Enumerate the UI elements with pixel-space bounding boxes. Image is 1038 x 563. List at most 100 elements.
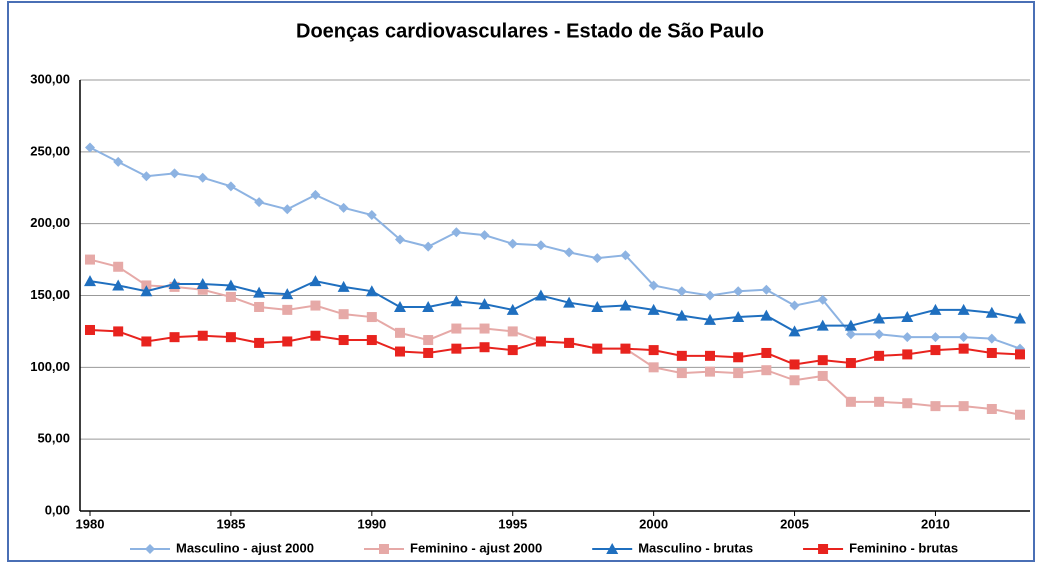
- y-tick-label: 100,00: [30, 359, 70, 374]
- point: [394, 300, 406, 312]
- point: [338, 309, 349, 320]
- point: [169, 332, 180, 343]
- point: [592, 343, 603, 354]
- point: [451, 343, 462, 354]
- point: [844, 319, 857, 331]
- point: [140, 285, 153, 297]
- point: [733, 352, 744, 363]
- point: [789, 300, 800, 311]
- point: [620, 343, 631, 354]
- point: [704, 313, 716, 325]
- point: [366, 335, 377, 346]
- point: [761, 365, 772, 376]
- chart-title: Doenças cardiovasculares - Estado de São…: [296, 20, 764, 42]
- series-line: [89, 146, 1021, 350]
- point: [85, 142, 95, 153]
- point: [1015, 409, 1025, 420]
- x-tick-label: 2010: [921, 516, 950, 531]
- point: [310, 330, 321, 341]
- point: [930, 332, 941, 343]
- legend-label: Feminino - brutas: [849, 540, 958, 555]
- y-tick-label: 300,00: [30, 71, 70, 86]
- y-tick-label: 150,00: [30, 287, 70, 302]
- point: [310, 300, 321, 311]
- point: [254, 337, 265, 348]
- point: [281, 288, 294, 300]
- point: [733, 286, 744, 297]
- point: [789, 359, 800, 370]
- point: [366, 210, 377, 221]
- point: [535, 336, 546, 347]
- point: [423, 347, 434, 358]
- point: [197, 330, 208, 341]
- point: [395, 346, 405, 357]
- point: [817, 355, 828, 366]
- x-tick-label: 1980: [76, 516, 105, 531]
- point: [197, 172, 208, 183]
- point: [901, 311, 914, 323]
- point: [817, 370, 828, 381]
- point: [450, 295, 463, 307]
- point: [365, 285, 378, 297]
- point: [1014, 312, 1026, 324]
- y-tick-label: 50,00: [37, 431, 70, 446]
- point: [845, 358, 856, 369]
- point: [676, 286, 687, 297]
- point: [338, 335, 349, 346]
- x-tick-label: 2000: [639, 516, 668, 531]
- x-tick-label: 1995: [498, 516, 527, 531]
- y-tick-label: 0,00: [45, 502, 70, 517]
- point: [141, 336, 152, 347]
- point: [197, 284, 208, 295]
- point: [282, 304, 293, 315]
- point: [169, 168, 180, 179]
- point: [451, 227, 462, 238]
- point: [760, 309, 773, 321]
- point: [620, 250, 631, 261]
- point: [592, 253, 603, 264]
- legend-label: Masculino - ajust 2000: [176, 540, 314, 555]
- point: [534, 289, 547, 301]
- point: [930, 345, 941, 356]
- point: [705, 366, 715, 377]
- point: [902, 349, 913, 360]
- point: [112, 279, 125, 291]
- point: [479, 323, 490, 334]
- point: [113, 261, 124, 272]
- legend-marker: [145, 544, 155, 554]
- point: [675, 309, 688, 321]
- series-line: [89, 328, 1021, 366]
- point: [507, 238, 518, 249]
- legend-label: Feminino - ajust 2000: [410, 540, 542, 555]
- point: [619, 299, 632, 311]
- legend-marker: [818, 544, 829, 554]
- point: [648, 345, 659, 356]
- point: [254, 301, 265, 312]
- legend-label: Masculino - brutas: [638, 540, 753, 555]
- point: [789, 375, 800, 386]
- point: [225, 291, 236, 302]
- point: [564, 337, 575, 348]
- point: [676, 368, 687, 379]
- x-tick-label: 2005: [780, 516, 809, 531]
- y-tick-label: 250,00: [30, 143, 70, 158]
- point: [564, 247, 575, 258]
- point: [423, 241, 434, 252]
- point: [986, 333, 997, 344]
- point: [873, 312, 886, 324]
- x-tick-label: 1990: [357, 516, 386, 531]
- point: [986, 347, 997, 358]
- point: [705, 350, 715, 361]
- point: [733, 368, 744, 379]
- point: [337, 280, 350, 292]
- x-tick-label: 1985: [216, 516, 245, 531]
- point: [647, 303, 660, 315]
- point: [958, 343, 969, 354]
- point: [648, 362, 659, 373]
- point: [930, 401, 941, 412]
- point: [168, 278, 181, 290]
- point: [113, 326, 124, 337]
- point: [874, 396, 885, 407]
- point: [957, 303, 970, 315]
